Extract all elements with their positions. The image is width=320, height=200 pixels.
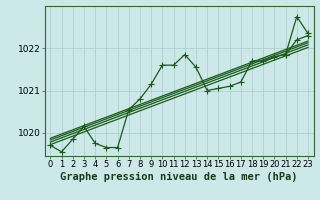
X-axis label: Graphe pression niveau de la mer (hPa): Graphe pression niveau de la mer (hPa) [60,172,298,182]
